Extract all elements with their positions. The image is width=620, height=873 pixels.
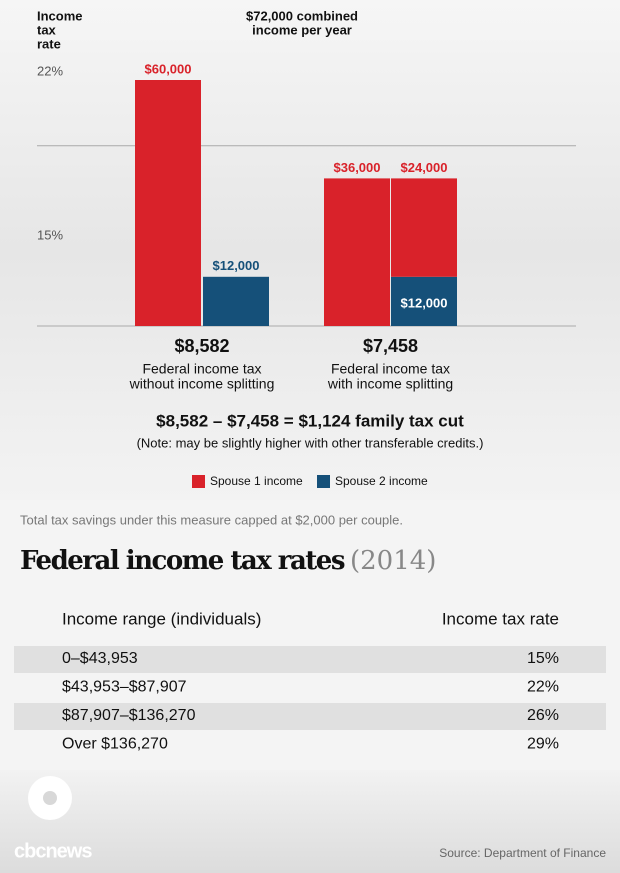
y-axis-label: rate <box>37 36 61 51</box>
table-cell: 29% <box>527 736 559 753</box>
table-cell: 26% <box>527 707 559 724</box>
table-subtitle: (2014) <box>350 546 436 576</box>
table-cell: $87,907–$136,270 <box>62 707 196 724</box>
value-label: $24,000 <box>401 160 448 175</box>
bar <box>203 276 269 326</box>
legend-swatch <box>192 475 205 488</box>
bar <box>135 80 201 326</box>
y-axis-label: tax <box>37 22 57 37</box>
value-label: $12,000 <box>401 295 448 310</box>
table-title-text: Federal income tax rates <box>20 546 345 576</box>
table-cell: 0–$43,953 <box>62 650 138 667</box>
logo-gem-center <box>43 791 57 805</box>
legend-label: Spouse 2 income <box>335 474 428 488</box>
bar <box>391 178 457 277</box>
table-header: Income tax rate <box>442 609 559 628</box>
group-total: $7,458 <box>363 336 418 356</box>
legend-swatch <box>317 475 330 488</box>
source: Source: Department of Finance <box>439 846 606 860</box>
rate-label: 22% <box>37 63 63 78</box>
value-label: $12,000 <box>213 258 260 273</box>
group-total: $8,582 <box>174 336 229 356</box>
legend-label: Spouse 1 income <box>210 474 303 488</box>
table-cell: 22% <box>527 679 559 696</box>
equation: $8,582 – $7,458 = $1,124 family tax cut <box>156 411 464 430</box>
group-label: with income splitting <box>327 376 453 392</box>
table-cell: Over $136,270 <box>62 736 168 753</box>
group-label: Federal income tax <box>331 361 450 377</box>
footer-background <box>0 770 620 873</box>
table-row-shade <box>14 646 606 673</box>
group-label: without income splitting <box>129 376 275 392</box>
table-cell: $43,953–$87,907 <box>62 679 187 696</box>
note: (Note: may be slightly higher with other… <box>137 435 484 450</box>
logo-text: cbcnews <box>14 840 92 862</box>
group-label: Federal income tax <box>142 361 261 377</box>
bar <box>324 178 390 326</box>
value-label: $60,000 <box>145 61 192 76</box>
value-label: $36,000 <box>334 160 381 175</box>
table-header: Income range (individuals) <box>62 609 261 628</box>
table-title: Federal income tax rates (2014) <box>20 546 436 576</box>
chart-title: income per year <box>252 22 352 37</box>
chart-background <box>0 0 620 500</box>
footnote: Total tax savings under this measure cap… <box>20 512 403 527</box>
table-cell: 15% <box>527 650 559 667</box>
chart-title: $72,000 combined <box>246 8 358 23</box>
table-row-shade <box>14 703 606 730</box>
logo: cbcnews <box>14 776 93 862</box>
y-axis-label: Income <box>37 8 83 23</box>
rate-label: 15% <box>37 227 63 242</box>
bar <box>391 276 457 326</box>
